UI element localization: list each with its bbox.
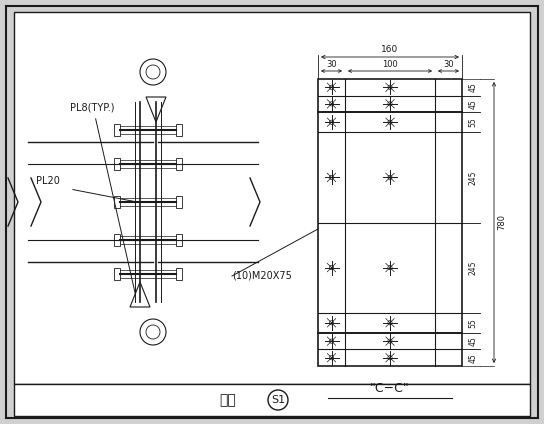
Bar [318, 79, 462, 366]
Bar [176, 234, 182, 246]
Text: PL20: PL20 [36, 176, 60, 186]
Polygon shape [130, 282, 150, 307]
Text: 节点: 节点 [220, 393, 237, 407]
Text: 45: 45 [468, 82, 478, 92]
Text: S1: S1 [271, 395, 285, 405]
Bar [114, 158, 120, 170]
Text: 55: 55 [468, 318, 478, 328]
Text: (10)M20X75: (10)M20X75 [232, 271, 292, 281]
Text: 780: 780 [497, 215, 506, 231]
Text: 30: 30 [443, 60, 454, 69]
Bar [114, 124, 120, 136]
Bar [176, 124, 182, 136]
Text: 45: 45 [468, 353, 478, 363]
Text: 160: 160 [381, 45, 399, 54]
Bar [114, 196, 120, 208]
Text: "C−C": "C−C" [370, 382, 410, 394]
Bar [14, 12, 530, 384]
Text: PL8(TYP.): PL8(TYP.) [70, 102, 114, 112]
Text: 100: 100 [382, 60, 398, 69]
Bar [114, 268, 120, 280]
Text: 45: 45 [468, 99, 478, 109]
Bar [14, 384, 530, 416]
Bar [114, 234, 120, 246]
Bar [176, 158, 182, 170]
Polygon shape [146, 97, 166, 122]
Text: 245: 245 [468, 170, 478, 185]
Bar [176, 196, 182, 208]
Text: 55: 55 [468, 117, 478, 127]
Bar [176, 268, 182, 280]
Text: 45: 45 [468, 336, 478, 346]
Text: 245: 245 [468, 260, 478, 275]
Text: 30: 30 [326, 60, 337, 69]
